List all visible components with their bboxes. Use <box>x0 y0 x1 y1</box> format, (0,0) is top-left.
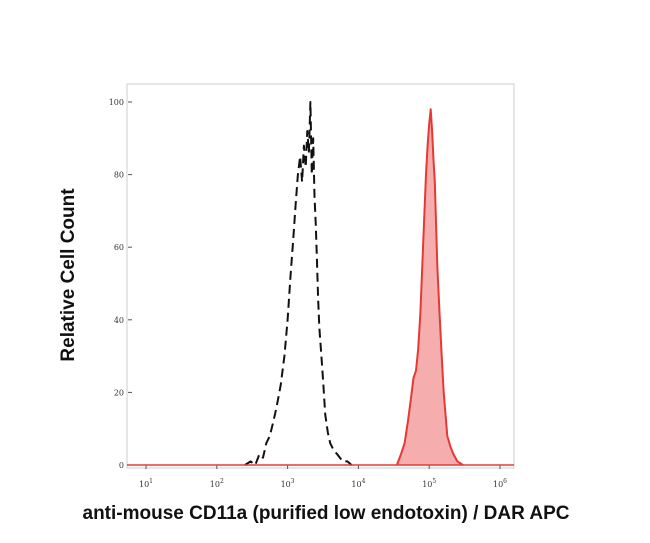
x-tick-label: 104 <box>351 478 365 489</box>
x-tick-label: 102 <box>210 478 224 489</box>
series-layer <box>244 101 464 466</box>
y-axis-title: Relative Cell Count <box>58 188 79 362</box>
series-2-fill <box>396 109 463 466</box>
y-tick-label: 20 <box>114 388 124 397</box>
y-axis-ticks: 0 20 40 60 80 100 <box>109 98 132 470</box>
y-tick-label: 100 <box>109 98 124 107</box>
x-tick-label: 105 <box>422 478 436 489</box>
y-tick-label: 0 <box>119 461 124 470</box>
y-tick-label: 40 <box>114 316 124 325</box>
plot-frame <box>126 83 515 469</box>
series-2-line <box>395 108 464 466</box>
y-tick-label: 80 <box>114 171 124 180</box>
x-tick-label: 106 <box>493 478 507 489</box>
y-tick-label: 60 <box>114 243 124 252</box>
x-axis-ticks: 101 102 103 104 105 106 <box>139 465 507 489</box>
x-tick-label: 103 <box>281 478 295 489</box>
x-tick-label: 101 <box>139 478 153 489</box>
series-1-line <box>244 101 353 466</box>
x-axis-title: anti-mouse CD11a (purified low endotoxin… <box>83 503 570 524</box>
